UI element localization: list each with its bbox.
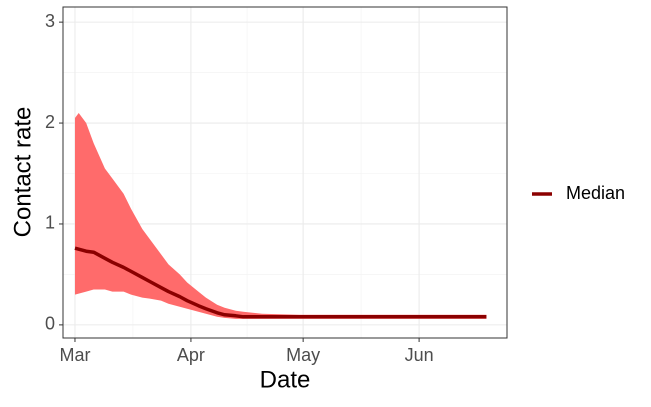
band	[74, 112, 487, 319]
x-tick-label: Jun	[405, 345, 434, 365]
y-tick-label: 3	[45, 11, 55, 31]
y-tick-label: 1	[45, 213, 55, 233]
panel-border	[62, 6, 508, 339]
line	[74, 246, 487, 319]
y-tick-label: 0	[45, 314, 55, 334]
x-tick-label: Apr	[177, 345, 205, 365]
legend-label: Median	[566, 183, 625, 203]
x-tick-label: May	[286, 345, 320, 365]
x-axis-title: Date	[260, 366, 311, 393]
x-tick-label: Mar	[59, 345, 90, 365]
y-axis-title: Contact rate	[9, 107, 36, 238]
y-tick-label: 2	[45, 112, 55, 132]
